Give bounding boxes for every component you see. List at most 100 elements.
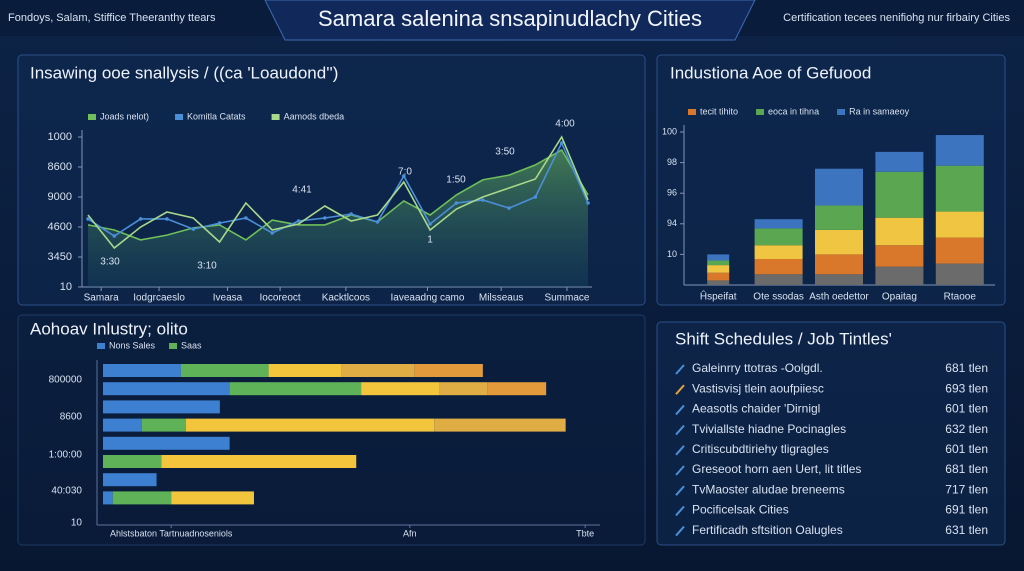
point (533, 195, 538, 199)
panel-title: Industiona Aoe of Gefuood (670, 63, 871, 82)
bar-segment (103, 436, 230, 450)
item-label: TvMaoster aludae breneems (692, 482, 845, 496)
point (191, 227, 196, 231)
item-value: 681 tlen (945, 361, 988, 375)
point (244, 216, 248, 220)
bar-segment (103, 382, 230, 396)
item-value: 691 tlen (945, 503, 988, 517)
series-line (87, 148, 589, 241)
y-tick-label: 94 (667, 218, 677, 228)
bar-segment (707, 272, 730, 281)
title-tab (264, 0, 756, 41)
annotation: 1 (427, 235, 433, 246)
panel-title: Insawing ooe snallysis / ((ca 'Loaudond'… (30, 63, 338, 82)
bar-segment (161, 455, 357, 468)
header-title: Samara salenina snsapinudlachy Cities (318, 6, 702, 31)
bar-segment (434, 418, 566, 432)
item-label: Aeasotls chaider 'Dirnigl (692, 402, 820, 416)
bar-segment (341, 364, 415, 377)
bullet-icon (675, 364, 685, 375)
x-tick-label: Ĥspeifat (700, 290, 737, 303)
legend-swatch (271, 114, 280, 120)
y-tick-label: 10 (60, 281, 72, 293)
bar-segment (103, 418, 142, 432)
x-tick-label: Iodgrcaeslo (133, 293, 185, 304)
bullet-icon (675, 445, 685, 456)
y-tick-label: 10 (667, 249, 677, 259)
x-tick-label: Opaitag (882, 292, 917, 303)
legend-label: Komitla Catats (187, 111, 246, 121)
point (112, 234, 117, 238)
area (88, 149, 588, 287)
point (138, 217, 143, 221)
item-label: Fertificadh sftsition Oalugles (692, 523, 843, 537)
x-tick-label: Asth oedettor (809, 292, 869, 303)
bullet-icon (675, 485, 685, 496)
bar-segment (141, 418, 186, 432)
x-tick-label: Kacktlcoos (322, 293, 370, 304)
legend-label: Ra in samaeoy (849, 106, 910, 116)
annotation: 1:50 (446, 175, 466, 186)
y-label: 40:030 (51, 486, 82, 497)
header-right: Certification tecees nenifiohg nur firba… (783, 12, 1010, 24)
bullet-icon (675, 384, 685, 395)
panel-title: Aohoav Inlustry; olito (30, 319, 188, 338)
legend-swatch (756, 109, 765, 115)
bar-segment (361, 382, 440, 396)
bar-segment (935, 165, 984, 212)
bar-segment (171, 491, 254, 505)
point (428, 222, 432, 226)
bar-segment (935, 237, 984, 264)
y-tick-label: 8600 (48, 161, 72, 173)
bar-segment (103, 455, 162, 468)
bullet-icon (675, 424, 685, 436)
bar-segment (103, 491, 113, 505)
y-tick-label: 4600 (48, 221, 72, 233)
bar-segment (439, 382, 488, 396)
y-label: 10 (71, 518, 83, 529)
legend-swatch (169, 343, 178, 349)
y-tick-label: 9000 (48, 191, 72, 203)
x-tick-label: Tbte (576, 528, 594, 538)
series-line (87, 135, 589, 250)
point (586, 201, 590, 205)
x-tick-label: Afn (403, 528, 417, 538)
panel (656, 321, 1006, 546)
point (507, 206, 511, 210)
annotation: 3:30 (100, 257, 120, 268)
y-label: 1:00:00 (49, 450, 83, 461)
bar-segment (268, 364, 342, 377)
annotation: 3:10 (197, 261, 217, 272)
bar-segment (103, 400, 220, 414)
bullet-icon (675, 505, 685, 517)
bar-segment (875, 245, 924, 267)
bar-segment (875, 217, 924, 246)
annotation: 3:50 (495, 147, 515, 158)
bar-segment (707, 280, 730, 285)
bar-segment (414, 364, 483, 377)
point (296, 219, 301, 223)
point (480, 198, 485, 202)
bullet-icon (675, 525, 685, 537)
legend-swatch (837, 109, 846, 115)
legend-label: tecit tihito (700, 106, 738, 116)
bar-segment (229, 382, 362, 396)
bar-segment (707, 265, 730, 273)
annotation: 4:00 (555, 119, 575, 130)
bar-segment (103, 364, 181, 377)
point (349, 212, 353, 216)
bar-segment (487, 382, 547, 396)
panel-title: Shift Schedules / Job Tintles' (675, 329, 892, 348)
x-tick-label: Summace (544, 293, 589, 304)
point (86, 217, 90, 221)
x-tick-label: Rtaooe (944, 292, 977, 303)
bar-segment (707, 254, 730, 261)
legend-label: Joads nelot) (100, 111, 149, 121)
bar-segment (815, 229, 863, 255)
bar-segment (935, 211, 984, 238)
x-tick-label: Ote ssodas (753, 292, 804, 303)
item-value: 681 tlen (945, 462, 988, 476)
point (375, 220, 380, 224)
legend-swatch (88, 114, 96, 120)
bar-segment (875, 151, 924, 172)
